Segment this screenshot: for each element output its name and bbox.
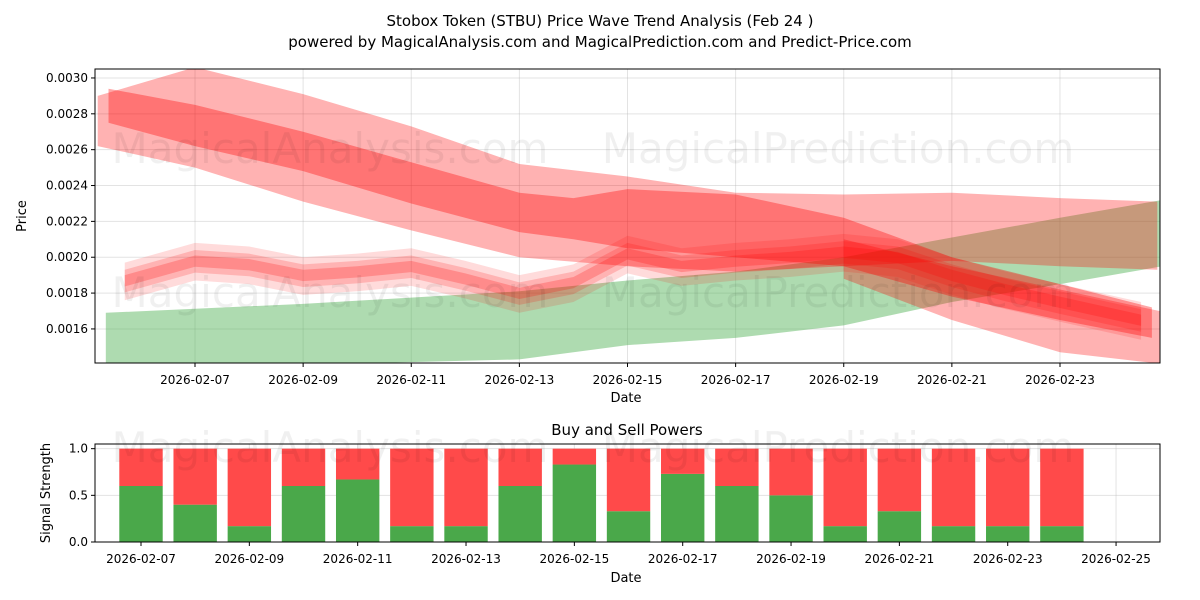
bar-axes-frame [94,443,1161,543]
bar-ytick-label: 0.0 [69,535,88,549]
sell-bar [281,448,326,486]
sell-bar [769,448,813,496]
price-band-green-trend [105,200,1160,363]
price-ytick-label: 0.0018 [46,286,88,300]
chart-title: Stobox Token (STBU) Price Wave Trend Ana… [387,12,814,30]
price-xlabel: Date [610,391,641,406]
sell-bar [444,448,488,527]
bar-xtick-label: 2026-02-25 [1081,552,1151,566]
bar-xtick-label: 2026-02-11 [323,552,393,566]
buy-bar [715,486,759,542]
price-ytick-label: 0.0022 [46,214,88,228]
sell-bar [931,448,976,527]
bars [119,448,1084,542]
bar-xtick-label: 2026-02-15 [539,552,609,566]
price-ytick-label: 0.0026 [46,143,88,157]
bar-ytick-label: 0.5 [69,488,88,502]
bar-xtick-label: 2026-02-21 [865,552,935,566]
buy-bar [227,526,272,542]
bar-title: Buy and Sell Powers [551,421,703,439]
sell-bar [119,448,163,486]
price-wave-band [124,246,1142,326]
price-xtick-label: 2026-02-11 [376,373,446,387]
sell-bar [1040,448,1084,527]
buy-bar [281,486,326,542]
buy-bar [444,526,488,542]
price-wave-band [124,233,1142,340]
price-xtick-label: 2026-02-23 [1025,373,1095,387]
price-xtick-label: 2026-02-13 [485,373,555,387]
sell-bar [552,448,597,465]
sell-bar [390,448,434,527]
chart-subtitle: powered by MagicalAnalysis.com and Magic… [288,33,912,51]
bar-xtick-label: 2026-02-17 [648,552,718,566]
price-xtick-label: 2026-02-07 [160,373,230,387]
price-ytick-label: 0.0016 [46,322,88,336]
sell-bar [335,448,380,480]
buy-bar [119,486,163,542]
price-ticks: 2026-02-07 2026-02-09 2026-02-11 2026-02-13… [46,71,1095,387]
price-xtick-label: 2026-02-09 [268,373,338,387]
buy-bar [552,464,597,542]
price-bands [97,69,1160,363]
bar-xtick-label: 2026-02-23 [973,552,1043,566]
price-ytick-label: 0.0028 [46,107,88,121]
buy-bar [769,495,813,542]
sell-bar [227,448,272,527]
bar-xtick-label: 2026-02-09 [214,552,284,566]
bar-ticks: 2026-02-07 2026-02-09 2026-02-11 2026-02-13… [69,442,1151,566]
price-band-upper-wide-red [97,69,1158,272]
price-xtick-label: 2026-02-21 [917,373,987,387]
price-ytick-label: 0.0024 [46,179,88,193]
buy-bar [877,511,922,542]
bar-xlabel: Date [610,571,641,586]
price-ytick-label: 0.0030 [46,71,88,85]
buy-bar [498,486,542,542]
price-xtick-label: 2026-02-17 [701,373,771,387]
buy-bar [173,504,217,542]
price-ylabel: Price [15,200,30,232]
price-wave-band [124,241,1142,332]
bar-xtick-label: 2026-02-13 [431,552,501,566]
sell-bar [823,448,867,527]
sell-bar [877,448,922,512]
sell-bar [606,448,651,512]
watermark-prediction: MagicalPrediction.com [602,124,1075,173]
buy-bar [335,479,380,542]
price-band-lower-red [843,239,1160,363]
sell-bar [715,448,759,486]
watermark-prediction-2: MagicalPrediction.com [602,268,1075,317]
price-band-core-red [108,88,1152,338]
price-grid [95,69,1160,363]
sell-bar [986,448,1030,527]
bar-ytick-label: 1.0 [69,442,88,456]
bar-ylabel: Signal Strength [39,443,54,543]
price-xtick-label: 2026-02-15 [593,373,663,387]
bar-xtick-label: 2026-02-19 [756,552,826,566]
price-ytick-label: 0.0020 [46,250,88,264]
watermark-analysis: MagicalAnalysis.com [112,124,549,173]
watermark-analysis-3: MagicalAnalysis.com [112,423,549,472]
watermark-analysis-2: MagicalAnalysis.com [112,268,549,317]
buy-bar [606,511,651,542]
watermark-prediction-3: MagicalPrediction.com [602,423,1075,472]
buy-bar [1040,526,1084,542]
bar-xtick-label: 2026-02-07 [106,552,176,566]
price-xtick-label: 2026-02-19 [809,373,879,387]
buy-bar [931,526,976,542]
buy-bar [390,526,434,542]
sell-bar [173,448,217,505]
buy-bar [986,526,1030,542]
buy-bar [823,526,867,542]
sell-bar [661,448,705,474]
buy-bar [661,473,705,542]
sell-bar [498,448,542,486]
